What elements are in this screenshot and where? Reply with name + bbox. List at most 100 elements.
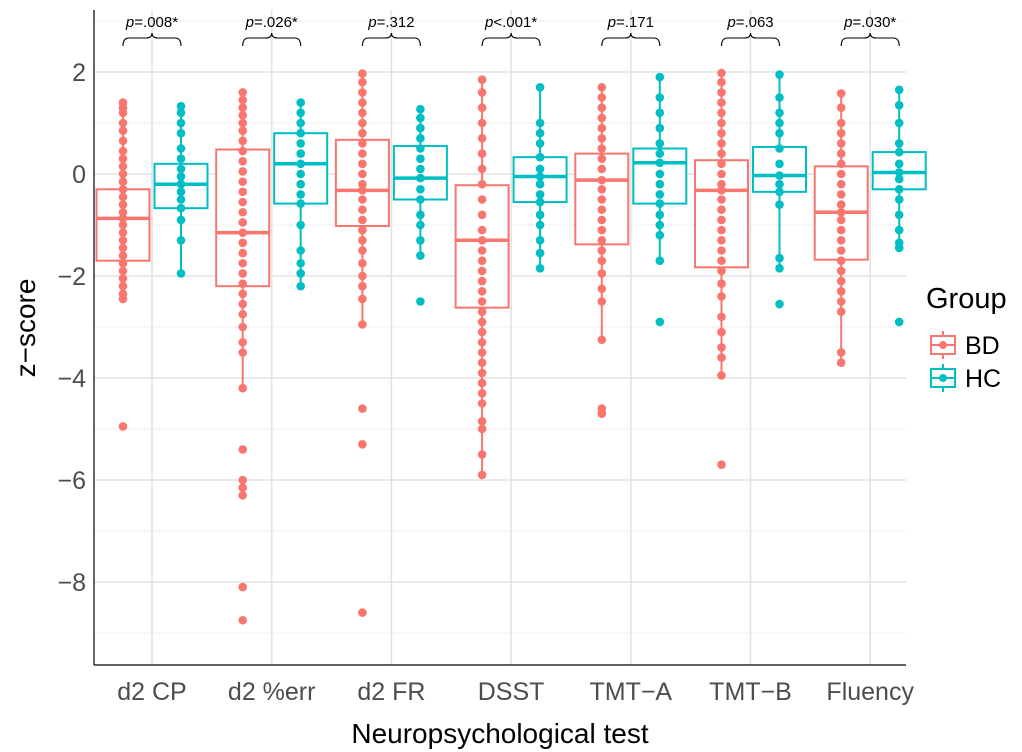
data-point [238, 156, 247, 166]
data-point [416, 154, 425, 163]
data-point [597, 297, 607, 306]
data-point [296, 281, 306, 291]
data-point [535, 83, 545, 92]
data-point [296, 258, 306, 268]
data-point [477, 195, 487, 204]
data-point [535, 264, 545, 273]
data-point [416, 220, 425, 230]
data-point [238, 146, 247, 156]
data-point [597, 236, 607, 245]
data-point [118, 220, 128, 230]
data-point [477, 424, 487, 434]
box-hc [512, 83, 568, 273]
legend-point [939, 341, 947, 349]
p-value-label: p<.001* [484, 14, 537, 31]
data-point [176, 172, 186, 181]
data-point [238, 309, 247, 319]
data-point [477, 317, 487, 327]
data-point [836, 159, 846, 169]
data-point [717, 343, 726, 352]
p-value-brace [720, 32, 781, 47]
p-value-text: =.171 [616, 14, 654, 31]
data-point [655, 139, 665, 148]
data-point [717, 128, 726, 138]
data-point [717, 159, 726, 169]
data-point [176, 108, 186, 118]
data-point [597, 246, 607, 255]
data-point [894, 185, 904, 194]
data-point [296, 118, 306, 128]
data-point [416, 113, 425, 123]
data-point [238, 126, 247, 135]
legend: Group BD HC [926, 283, 1007, 393]
p-value-label: p=.008* [125, 14, 178, 31]
box-bd [95, 98, 151, 431]
p-value-brace [840, 32, 900, 47]
data-point [597, 83, 607, 92]
data-point [416, 173, 425, 183]
data-point [238, 88, 247, 97]
data-point [358, 128, 367, 138]
data-point [655, 256, 665, 266]
data-point [597, 175, 607, 185]
data-point [416, 185, 425, 194]
data-point [836, 307, 846, 317]
data-point [775, 200, 784, 209]
data-point [238, 218, 247, 227]
data-point [655, 210, 665, 220]
data-point [238, 167, 247, 176]
y-tick-label: 0 [72, 161, 86, 189]
data-point [358, 108, 367, 118]
data-point [238, 248, 247, 258]
p-value-brace [481, 32, 541, 47]
data-point [597, 113, 607, 123]
data-point [477, 134, 487, 143]
data-point [358, 159, 367, 169]
data-point [477, 88, 487, 97]
box-hc [392, 104, 448, 306]
data-point [597, 93, 607, 102]
data-point [176, 195, 186, 204]
data-point [477, 348, 487, 357]
data-point [238, 103, 247, 112]
p-value-label: p=.030* [843, 14, 896, 31]
data-point [358, 440, 367, 449]
data-point [717, 246, 726, 255]
data-point [836, 149, 846, 158]
data-point [894, 210, 904, 220]
data-point [238, 445, 247, 454]
p-value-text: =.063 [736, 14, 774, 31]
data-point [358, 77, 367, 87]
data-point [118, 169, 128, 179]
data-point [118, 251, 128, 260]
data-point [358, 225, 367, 235]
x-tick-label: TMT−B [709, 678, 792, 706]
data-point [477, 164, 487, 174]
data-point [238, 111, 247, 120]
data-point [358, 195, 367, 204]
x-tick-label: d2 %err [228, 678, 316, 706]
data-point [836, 236, 846, 245]
data-point [717, 256, 726, 266]
data-point [416, 195, 425, 204]
boxplots [95, 68, 927, 625]
data-point [358, 294, 367, 304]
data-point [836, 348, 846, 357]
data-point [535, 118, 545, 128]
data-point [118, 228, 128, 237]
data-point [176, 236, 186, 245]
data-point [118, 258, 128, 268]
data-point [118, 126, 128, 135]
data-point [477, 75, 487, 84]
data-point [894, 147, 904, 157]
data-point [894, 100, 904, 110]
data-point [535, 220, 545, 230]
data-point [775, 108, 784, 118]
box-bd [454, 75, 510, 480]
legend-label: HC [965, 365, 1001, 393]
data-point [535, 164, 545, 174]
data-point [717, 236, 726, 245]
data-point [118, 146, 128, 156]
data-point [176, 164, 186, 174]
p-value-label: p=.312 [367, 14, 414, 31]
